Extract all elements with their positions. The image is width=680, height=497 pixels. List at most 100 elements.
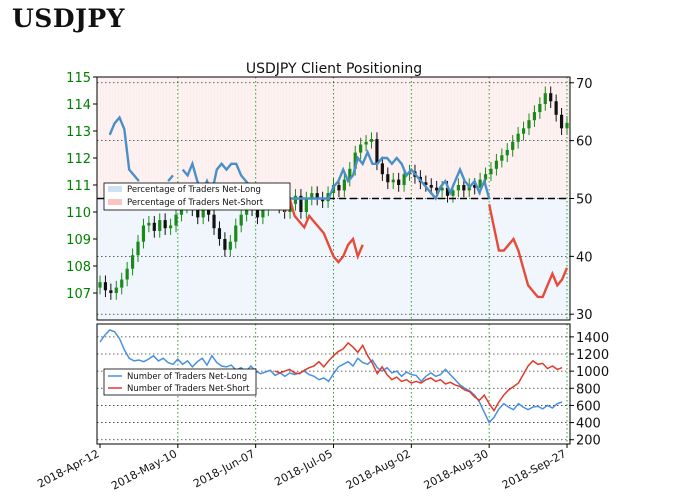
count-tick-label: 1200 [576, 348, 609, 363]
price-candle-body [174, 214, 178, 226]
date-tick-label: 2018-Aug-02 [344, 447, 413, 492]
price-candle-body [207, 206, 211, 215]
price-candle-body [391, 179, 395, 183]
price-candle-body [348, 168, 352, 180]
count-net-short-line [274, 341, 563, 413]
price-candle-body [369, 139, 374, 142]
price-candle-body [196, 209, 200, 218]
price-candle-body [163, 220, 167, 229]
price-candle-body [217, 228, 222, 239]
price-candle-body [456, 185, 460, 191]
price-candle-body [505, 149, 509, 156]
count-tick-label: 400 [576, 417, 601, 432]
date-axis: 2018-Apr-12 2018-May-10 2018-Jun-07 2018-Ju… [35, 444, 568, 493]
upper-legend: Percentage of Traders Net-Long Percentag… [103, 182, 291, 211]
count-tick-label: 800 [576, 382, 601, 397]
chart-title: USDJPY Client Positioning [246, 61, 422, 77]
price-candle-body [342, 179, 346, 191]
legend-swatch-net-long [108, 186, 122, 192]
count-tick-label: 200 [576, 434, 601, 449]
percent-net-short-line [278, 194, 569, 299]
price-candle-body [527, 120, 531, 129]
price-candle-body [440, 187, 444, 191]
price-tick-label: 112 [66, 152, 91, 167]
price-candle-body [521, 128, 526, 134]
price-candle-body [494, 160, 499, 169]
price-candle-body [445, 187, 450, 196]
price-candle-body [532, 112, 537, 121]
price-candle-body [152, 222, 156, 231]
price-candle-body [549, 93, 553, 102]
price-tick-label: 108 [66, 260, 91, 275]
price-candle-body [239, 214, 243, 226]
price-candle-body [543, 93, 547, 104]
price-candle-body [554, 101, 558, 115]
price-candle-body [565, 122, 569, 129]
lower-legend: Number of Traders Net-Long Number of Tra… [103, 368, 257, 396]
legend-label-net-long: Percentage of Traders Net-Long [127, 185, 261, 195]
price-candle-body [397, 179, 401, 185]
price-candle-body [255, 209, 260, 218]
upper-legend-box [103, 182, 291, 211]
price-candle-body [451, 190, 455, 196]
date-tick-label: 2018-May-10 [109, 447, 179, 493]
price-candle-body [304, 198, 308, 212]
price-candle-body [511, 141, 515, 150]
lower-grid [97, 324, 570, 444]
date-tick-label: 2018-Aug-30 [422, 447, 491, 492]
price-candle-body [114, 287, 118, 293]
price-candle-body [136, 241, 140, 256]
lower-panel: 200 400 600 800 1000 1200 1400 Number of Trade… [96, 323, 609, 449]
price-candle-body [147, 222, 151, 226]
date-tick-label: 2018-Jul-05 [272, 447, 334, 488]
legend-label-count-net-short: Number of Traders Net-Short [127, 384, 250, 394]
price-candle-body [98, 282, 102, 288]
count-tick-label: 1400 [576, 331, 609, 346]
legend-label-net-short: Percentage of Traders Net-Short [127, 198, 264, 208]
price-candle-body [462, 185, 466, 191]
price-tick-label: 110 [66, 206, 91, 221]
price-tick-label: 107 [66, 287, 91, 302]
percent-axis: 30 40 50 60 70 [570, 77, 593, 323]
price-candle-body [245, 206, 249, 215]
price-candle-body [435, 187, 439, 191]
price-candle-body [234, 225, 238, 242]
price-candle-body [103, 282, 108, 291]
price-candle-body [424, 182, 428, 185]
price-candle-body [516, 133, 520, 142]
price-candle-body [141, 225, 146, 242]
count-tick-label: 600 [576, 399, 601, 414]
price-candle-body [130, 255, 135, 269]
price-candle-body [500, 155, 504, 161]
date-tick-label: 2018-Apr-12 [35, 447, 101, 490]
price-candle-body [120, 279, 124, 288]
price-candle-body [386, 174, 390, 183]
price-candle-body [337, 185, 341, 191]
price-candle-body [473, 185, 477, 188]
price-candle-body [201, 206, 205, 218]
price-candle-body [380, 163, 384, 175]
percent-tick-label: 60 [576, 135, 593, 150]
instrument-heading: USDJPY [12, 4, 126, 33]
percent-tick-label: 40 [576, 250, 593, 265]
price-tick-label: 114 [66, 98, 91, 113]
price-candle-body [212, 214, 216, 229]
count-axis: 200 400 600 800 1000 1200 1400 [570, 331, 609, 449]
price-tick-label: 111 [66, 179, 91, 194]
price-candle-body [109, 290, 113, 293]
price-tick-label: 109 [66, 233, 91, 248]
percent-tick-label: 30 [576, 308, 593, 323]
legend-label-count-net-long: Number of Traders Net-Long [127, 372, 247, 382]
lower-legend-box [103, 368, 257, 396]
count-net-long-line [99, 329, 563, 424]
price-candle-body [429, 185, 433, 188]
price-candle-body [228, 241, 232, 250]
date-tick-label: 2018-Sep-27 [500, 447, 569, 492]
price-candle-body [310, 193, 314, 199]
price-candle-body [299, 195, 303, 212]
percent-net-long-line [108, 115, 491, 201]
price-tick-label: 113 [66, 125, 91, 140]
price-candle-body [538, 104, 542, 113]
price-candle-body [359, 144, 363, 153]
